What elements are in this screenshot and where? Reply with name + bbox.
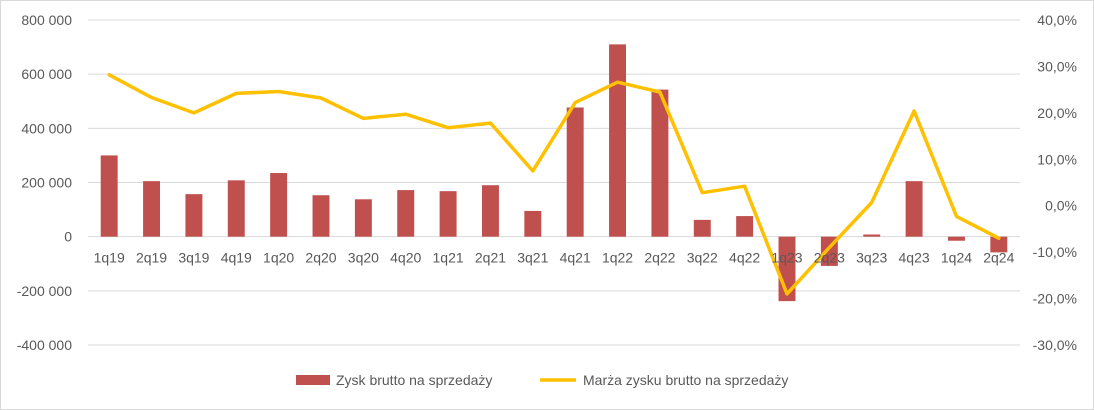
x-axis-tick-label: 2q19: [136, 250, 167, 266]
line-point: [361, 116, 365, 120]
left-axis-tick-label: -400 000: [17, 337, 72, 353]
legend-swatch-bar: [296, 375, 330, 385]
line-point: [277, 90, 281, 93]
x-axis-tick-label: 2q24: [983, 250, 1014, 266]
bar: [905, 181, 923, 237]
left-axis-tick-label: 0: [64, 229, 72, 245]
x-axis-tick-label: 2q21: [475, 250, 506, 266]
line-point: [150, 96, 154, 100]
bar: [397, 190, 415, 237]
x-axis-tick-label: 3q23: [856, 250, 887, 266]
bar: [185, 194, 203, 237]
line-series: [107, 73, 1001, 296]
right-axis-tick-label: -10,0%: [1033, 244, 1077, 260]
line-point: [616, 80, 620, 84]
line-point: [319, 96, 323, 100]
line-point: [954, 214, 958, 218]
line-point: [573, 101, 577, 105]
line-point: [107, 73, 111, 77]
left-axis-tick-label: 200 000: [21, 175, 72, 191]
bar: [736, 216, 754, 237]
bar: [524, 210, 542, 237]
left-axis-tick-label: 600 000: [21, 66, 72, 82]
left-axis-tick-label: -200 000: [17, 283, 72, 299]
bar: [100, 155, 118, 237]
x-axis-tick-label: 3q19: [178, 250, 209, 266]
legend-label-bar: Zysk brutto na sprzedaży: [336, 372, 492, 388]
line-point: [192, 111, 196, 115]
line-point: [997, 236, 1001, 240]
x-axis-tick-label: 4q19: [221, 250, 252, 266]
x-axis-tick-label: 1q23: [771, 250, 802, 266]
bar: [143, 181, 161, 237]
x-axis-tick-label: 3q20: [348, 250, 379, 266]
line-point: [446, 126, 450, 130]
bar: [609, 44, 627, 237]
x-axis-tick-label: 4q21: [560, 250, 591, 266]
x-axis-tick-label: 4q20: [390, 250, 421, 266]
x-axis-tick-label: 1q21: [433, 250, 464, 266]
x-axis-tick-label: 3q21: [517, 250, 548, 266]
line-point: [870, 200, 874, 204]
bar: [990, 236, 1008, 253]
right-axis-tick-label: 30,0%: [1037, 58, 1077, 74]
line-point: [785, 292, 789, 296]
line-point: [658, 90, 662, 94]
right-axis-tick-label: 10,0%: [1037, 151, 1077, 167]
line-point: [488, 121, 492, 125]
x-axis-tick-label: 3q22: [687, 250, 718, 266]
bar: [693, 219, 711, 237]
x-axis-tick-label: 2q22: [644, 250, 675, 266]
bar-series: [100, 44, 1008, 302]
line-point: [234, 91, 238, 95]
line-point: [827, 246, 831, 249]
line-point: [404, 112, 408, 116]
bar: [566, 107, 584, 237]
right-axis-tick-label: -20,0%: [1033, 291, 1077, 307]
left-axis-tick-labels: -400 000 -200 000 0 200 000 400 000 600 000 80…: [17, 12, 72, 353]
x-axis-tick-label: 4q23: [899, 250, 930, 266]
bar: [481, 185, 499, 237]
right-axis-tick-labels: -30,0% -20,0% -10,0% 0,0% 10,0% 20,0% 30,0% 40,…: [1033, 12, 1077, 353]
x-axis-tick-label: 4q22: [729, 250, 760, 266]
right-axis-tick-label: 40,0%: [1037, 12, 1077, 28]
right-axis-tick-label: -30,0%: [1033, 337, 1077, 353]
right-axis-tick-label: 20,0%: [1037, 105, 1077, 121]
x-axis-tick-label: 1q22: [602, 250, 633, 266]
bar: [354, 199, 372, 237]
legend: Zysk brutto na sprzedaży Marża zysku bru…: [296, 372, 788, 388]
legend-label-line: Marża zysku brutto na sprzedaży: [583, 372, 788, 388]
x-axis-tick-labels: 1q19 2q19 3q19 4q19 1q20 2q20 3q20 4q20 1q21 2q21…: [94, 250, 1015, 266]
x-axis-tick-label: 1q24: [941, 250, 972, 266]
x-axis-tick-label: 2q23: [814, 250, 845, 266]
bar: [227, 180, 245, 237]
bar: [651, 89, 669, 237]
left-axis-tick-label: 800 000: [21, 12, 72, 28]
line-point: [531, 169, 535, 173]
bar: [439, 191, 457, 237]
x-axis-tick-label: 1q20: [263, 250, 294, 266]
line-point: [700, 191, 704, 195]
right-axis-tick-label: 0,0%: [1045, 198, 1077, 214]
line-point: [912, 109, 916, 113]
left-axis-tick-label: 400 000: [21, 120, 72, 136]
bar: [270, 173, 288, 237]
x-axis-tick-label: 1q19: [94, 250, 125, 266]
bar: [947, 236, 965, 241]
bar: [863, 234, 881, 237]
bar: [312, 195, 330, 237]
line-point: [743, 184, 747, 188]
x-axis-tick-label: 2q20: [305, 250, 336, 266]
margin-line: [107, 73, 1001, 296]
